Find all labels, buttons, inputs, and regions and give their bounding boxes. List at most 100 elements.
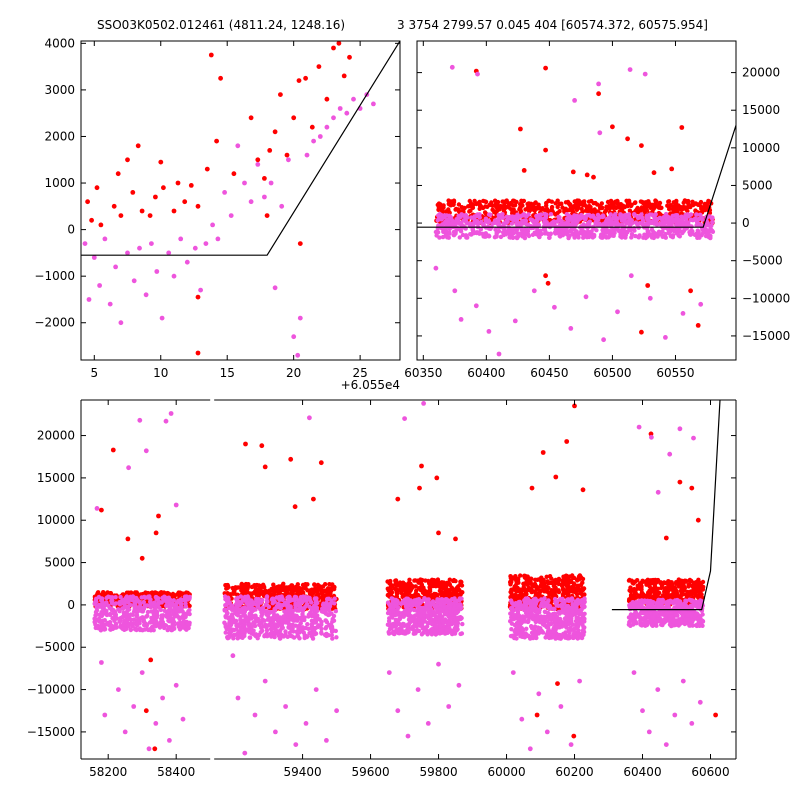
data-point — [570, 204, 576, 209]
data-point — [446, 207, 451, 212]
data-point — [453, 206, 459, 212]
data-point — [121, 626, 127, 631]
data-point — [270, 586, 275, 591]
data-point — [552, 304, 557, 310]
data-point — [663, 231, 668, 237]
data-point — [222, 190, 228, 195]
data-point — [549, 576, 554, 581]
data-point — [610, 124, 615, 130]
data-point — [285, 595, 290, 600]
data-point — [448, 602, 453, 607]
model-line — [81, 41, 400, 256]
data-point — [459, 583, 465, 588]
band-magenta-1 — [433, 211, 716, 241]
data-point — [452, 631, 458, 636]
data-point — [414, 588, 419, 593]
data-point — [275, 618, 281, 623]
data-point — [225, 596, 230, 601]
data-point — [666, 204, 672, 209]
data-point — [106, 603, 111, 608]
data-point — [453, 231, 458, 236]
x-tick-label: 60450 — [530, 366, 568, 380]
data-point — [281, 602, 286, 608]
panel-bottom: 58200 58400 59400 59600 59800 60000 60200 60400… — [27, 399, 737, 779]
data-point — [279, 203, 285, 209]
figure-title-right: 3 3754 2799.57 0.045 404 [60574.372, 605… — [397, 18, 708, 32]
data-point — [195, 294, 201, 300]
data-point — [290, 626, 295, 631]
data-point — [460, 621, 465, 627]
data-point — [524, 222, 529, 227]
data-point — [297, 625, 303, 630]
data-point — [386, 629, 391, 635]
data-point — [295, 582, 300, 587]
data-point — [458, 604, 463, 609]
data-point — [171, 273, 177, 279]
data-point — [227, 632, 232, 638]
data-point — [699, 215, 704, 220]
data-point — [684, 221, 689, 227]
data-point — [678, 206, 683, 212]
x-offset-label: +6.055e4 — [341, 378, 400, 392]
data-point — [427, 587, 433, 592]
data-point — [402, 629, 407, 635]
data-point — [521, 168, 527, 173]
data-point — [629, 202, 634, 207]
data-point — [113, 264, 118, 270]
data-point — [296, 601, 302, 606]
data-point — [668, 228, 673, 234]
data-point — [176, 598, 181, 603]
data-point — [395, 610, 400, 615]
data-point — [562, 221, 567, 226]
data-point — [461, 213, 467, 218]
data-point — [639, 329, 644, 335]
data-point — [113, 601, 119, 606]
data-point — [245, 617, 250, 622]
data-point — [543, 273, 548, 279]
data-point — [325, 586, 331, 591]
data-point — [475, 71, 480, 77]
data-point — [317, 134, 323, 139]
data-point — [264, 628, 270, 633]
data-point — [192, 245, 198, 251]
data-point — [222, 620, 227, 625]
data-point — [300, 616, 305, 621]
data-point — [171, 622, 177, 628]
y-tick-label: 5000 — [742, 178, 773, 192]
data-point — [271, 618, 276, 623]
data-point — [458, 214, 463, 220]
data-point — [568, 588, 574, 593]
data-point — [214, 138, 220, 144]
data-point — [174, 604, 179, 610]
data-point — [256, 617, 261, 622]
data-point — [446, 201, 451, 207]
y-tick-label: 3000 — [44, 83, 75, 97]
data-point — [242, 613, 247, 618]
data-point — [407, 577, 412, 582]
data-point — [494, 234, 499, 239]
data-point — [337, 106, 343, 111]
data-point — [336, 41, 342, 46]
data-point — [126, 624, 131, 629]
plot-area-top_right — [417, 64, 736, 357]
data-point — [305, 595, 310, 600]
data-point — [293, 602, 298, 608]
data-point — [143, 621, 149, 626]
data-point — [636, 215, 641, 221]
data-point — [195, 350, 201, 356]
data-point — [272, 129, 278, 135]
data-point — [280, 619, 285, 625]
data-point — [328, 622, 334, 627]
data-point — [548, 212, 554, 217]
data-point — [126, 607, 132, 612]
data-point — [391, 609, 396, 614]
data-point — [273, 588, 279, 594]
data-point — [539, 216, 544, 221]
data-point — [107, 620, 113, 625]
data-point — [582, 232, 587, 237]
data-point — [435, 577, 441, 582]
data-point — [93, 609, 99, 615]
data-point — [284, 599, 289, 605]
data-point — [170, 619, 175, 624]
